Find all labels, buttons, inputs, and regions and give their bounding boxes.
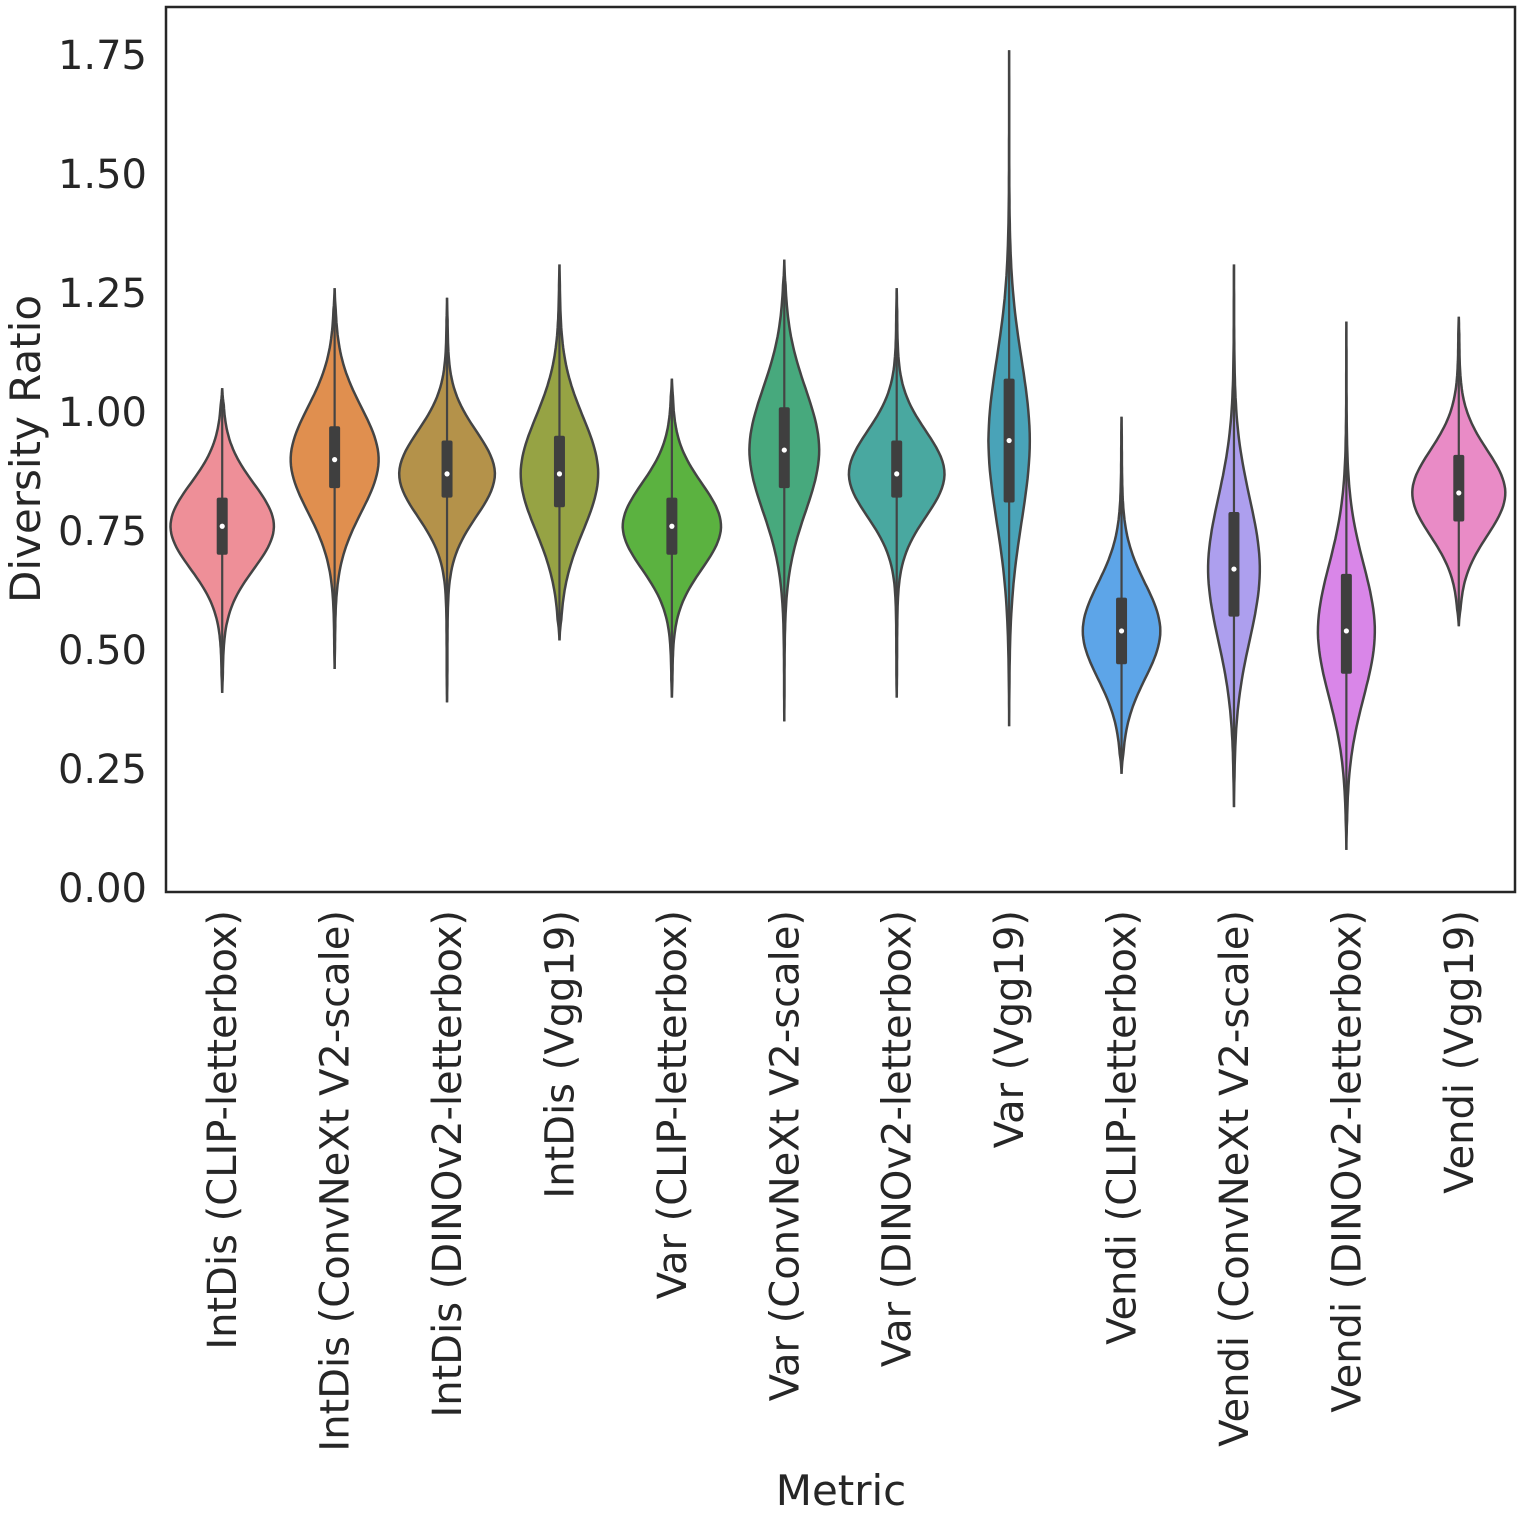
x-tick-label: IntDis (DINOv2-letterbox) (425, 910, 471, 1418)
y-axis-label: Diversity Ratio (1, 295, 50, 603)
x-axis-ticks: IntDis (CLIP-letterbox) IntDis (ConvNeXt … (200, 910, 1483, 1452)
x-tick-label: Vendi (ConvNeXt V2-scale) (1212, 910, 1258, 1447)
violin-median (219, 523, 225, 529)
x-tick-label: Vendi (CLIP-letterbox) (1100, 910, 1146, 1345)
x-tick-label: IntDis (CLIP-letterbox) (200, 910, 246, 1350)
plot-frame (164, 5, 1517, 894)
x-tick-label: Var (CLIP-letterbox) (650, 910, 696, 1299)
violin-median (669, 523, 675, 529)
violin-iqr-box (1228, 511, 1240, 617)
x-tick-label: Var (ConvNeXt V2-scale) (762, 910, 808, 1401)
violin-median (1118, 628, 1125, 634)
y-tick-label: 1.25 (58, 271, 147, 317)
x-tick-label: IntDis (ConvNeXt V2-scale) (313, 910, 359, 1452)
violin-median (1231, 566, 1237, 572)
y-tick-label: 1.75 (58, 33, 147, 79)
y-tick-label: 0.75 (58, 509, 147, 555)
x-tick-label: Var (DINOv2-letterbox) (875, 910, 921, 1367)
violin-group (169, 50, 1507, 850)
violin-median (894, 471, 900, 477)
violin-iqr-box (1453, 454, 1465, 522)
violin-iqr-box (891, 440, 903, 498)
y-tick-label: 0.25 (58, 747, 147, 793)
violin-median (781, 447, 787, 453)
y-tick-label: 0.50 (58, 628, 147, 674)
x-tick-label: IntDis (Vgg19) (537, 910, 583, 1199)
x-tick-label: Var (Vgg19) (987, 910, 1033, 1148)
violin-median (556, 471, 563, 477)
y-axis-ticks: 0.00 0.25 0.50 0.75 1.00 1.25 1.50 1.75 (58, 33, 147, 912)
y-tick-label: 1.50 (58, 152, 147, 198)
violin-median (1006, 437, 1012, 444)
violin-median (1456, 490, 1462, 496)
x-axis-label: Metric (776, 1466, 907, 1515)
violin-median (444, 471, 450, 477)
y-tick-label: 0.00 (58, 866, 147, 912)
y-tick-label: 1.00 (58, 390, 147, 436)
violin-iqr-box (1340, 573, 1352, 674)
violin-median (1343, 628, 1349, 634)
x-tick-label: Vendi (Vgg19) (1437, 910, 1483, 1194)
x-tick-label: Vendi (DINOv2-letterbox) (1324, 910, 1370, 1413)
violin-median (332, 457, 338, 463)
violin-iqr-box (441, 440, 453, 498)
